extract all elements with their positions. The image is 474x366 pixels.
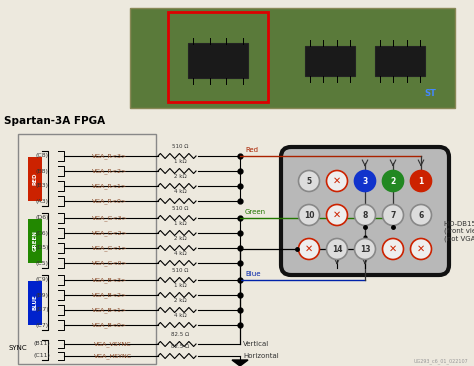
Circle shape (327, 205, 347, 225)
Text: 1: 1 (419, 176, 424, 186)
Text: VGA_G<1>: VGA_G<1> (92, 245, 128, 251)
Text: 8: 8 (362, 210, 368, 220)
Polygon shape (232, 360, 248, 366)
Text: Red: Red (245, 147, 258, 153)
Text: VGA_R<3>: VGA_R<3> (92, 153, 128, 159)
Circle shape (410, 171, 431, 191)
Text: VGA_B<0>: VGA_B<0> (92, 322, 128, 328)
Text: 3: 3 (363, 176, 368, 186)
Text: 7: 7 (390, 210, 396, 220)
Text: VGA_R<2>: VGA_R<2> (92, 168, 128, 174)
Text: 10: 10 (304, 210, 314, 220)
Text: Green: Green (245, 209, 266, 215)
Text: 1 kΩ: 1 kΩ (173, 159, 186, 164)
Text: VGA_R<0>: VGA_R<0> (92, 198, 128, 204)
Text: (C5): (C5) (36, 261, 48, 265)
Circle shape (299, 171, 319, 191)
Text: ✕: ✕ (389, 244, 397, 254)
Circle shape (299, 239, 319, 259)
Circle shape (383, 239, 403, 259)
Text: (C7): (C7) (36, 322, 48, 328)
Text: 6: 6 (419, 210, 424, 220)
Text: 1 kΩ: 1 kΩ (173, 221, 186, 226)
Circle shape (355, 205, 375, 225)
Text: 5: 5 (306, 176, 311, 186)
Text: 4 kΩ: 4 kΩ (173, 189, 186, 194)
Circle shape (327, 171, 347, 191)
Text: Horizontal: Horizontal (243, 353, 279, 359)
Text: (C8): (C8) (36, 153, 48, 158)
Text: VGA_B<1>: VGA_B<1> (92, 307, 128, 313)
Text: VGA_R<1>: VGA_R<1> (92, 183, 128, 189)
Text: 510 Ω: 510 Ω (172, 268, 188, 273)
Text: (D6): (D6) (35, 216, 49, 220)
Text: 2 kΩ: 2 kΩ (173, 298, 186, 303)
Text: 1 kΩ: 1 kΩ (173, 283, 186, 288)
FancyBboxPatch shape (188, 43, 248, 78)
Text: (C9): (C9) (36, 277, 48, 283)
Text: 4 kΩ: 4 kΩ (173, 313, 186, 318)
Text: VGA_B<2>: VGA_B<2> (92, 292, 128, 298)
Text: GREEN: GREEN (33, 230, 37, 251)
Text: (D5): (D5) (35, 246, 49, 250)
Text: BLUE: BLUE (33, 295, 37, 310)
Text: RED: RED (33, 172, 37, 185)
FancyBboxPatch shape (281, 147, 449, 275)
Text: ✕: ✕ (417, 244, 425, 254)
Text: (D7): (D7) (35, 307, 49, 313)
Text: ✕: ✕ (305, 244, 313, 254)
Circle shape (355, 239, 375, 259)
Circle shape (299, 205, 319, 225)
Text: HD-DB15 VGA Connector
(front view)
(not VGA cable): HD-DB15 VGA Connector (front view) (not … (444, 220, 474, 242)
Circle shape (355, 171, 375, 191)
Text: 4 kΩ: 4 kΩ (173, 251, 186, 256)
Text: (C6): (C6) (36, 231, 48, 235)
Text: VGA_G<0>: VGA_G<0> (92, 260, 128, 266)
Circle shape (410, 239, 431, 259)
Text: (C11): (C11) (34, 354, 50, 359)
Text: Vertical: Vertical (243, 341, 269, 347)
FancyBboxPatch shape (375, 46, 425, 76)
Text: 2: 2 (391, 176, 396, 186)
Text: UG293_c6_01_022107: UG293_c6_01_022107 (413, 358, 468, 364)
Text: 510 Ω: 510 Ω (172, 144, 188, 149)
Text: ✕: ✕ (333, 210, 341, 220)
FancyBboxPatch shape (130, 8, 455, 108)
Text: (B11): (B11) (34, 341, 50, 347)
Text: 2 kΩ: 2 kΩ (173, 174, 186, 179)
Circle shape (410, 205, 431, 225)
Text: 14: 14 (332, 244, 342, 254)
Text: Blue: Blue (245, 271, 261, 277)
FancyBboxPatch shape (28, 157, 42, 201)
Text: VGA_G<2>: VGA_G<2> (92, 230, 128, 236)
Text: (B8): (B8) (36, 168, 48, 173)
Text: 13: 13 (360, 244, 370, 254)
Text: Spartan-3A FPGA: Spartan-3A FPGA (4, 116, 105, 126)
Text: VGA_HSYNC: VGA_HSYNC (94, 353, 132, 359)
Text: ST: ST (424, 89, 436, 98)
Text: VGA_B<3>: VGA_B<3> (92, 277, 128, 283)
Text: VGA_G<3>: VGA_G<3> (92, 215, 128, 221)
FancyBboxPatch shape (305, 46, 355, 76)
Text: 2 kΩ: 2 kΩ (173, 236, 186, 241)
Text: (B3): (B3) (36, 183, 48, 188)
Text: (B9): (B9) (36, 292, 48, 298)
FancyBboxPatch shape (28, 280, 42, 325)
Text: VGA_VSYNC: VGA_VSYNC (94, 341, 132, 347)
Text: 82.5 Ω: 82.5 Ω (171, 344, 189, 349)
FancyBboxPatch shape (28, 219, 42, 262)
Text: (A3): (A3) (36, 198, 48, 203)
Text: ✕: ✕ (333, 176, 341, 186)
Circle shape (327, 239, 347, 259)
Circle shape (383, 171, 403, 191)
Circle shape (383, 205, 403, 225)
Text: 510 Ω: 510 Ω (172, 206, 188, 211)
Text: SYNC: SYNC (9, 345, 27, 351)
Text: 82.5 Ω: 82.5 Ω (171, 332, 189, 337)
